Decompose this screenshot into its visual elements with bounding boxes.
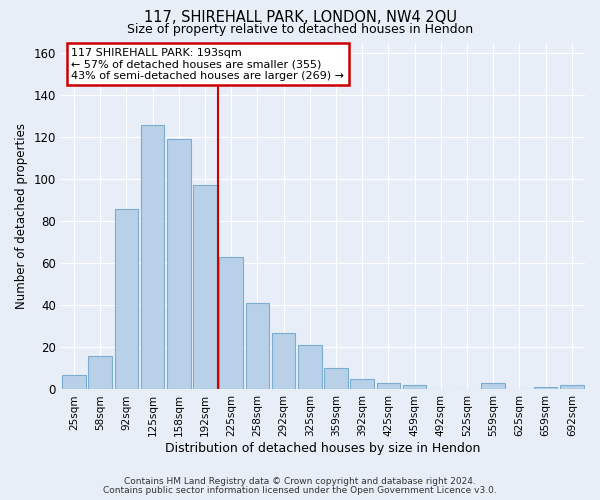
Bar [403,386,427,390]
X-axis label: Distribution of detached houses by size in Hendon: Distribution of detached houses by size … [165,442,481,455]
Bar [560,386,584,390]
Text: Contains HM Land Registry data © Crown copyright and database right 2024.: Contains HM Land Registry data © Crown c… [124,477,476,486]
Bar [62,374,86,390]
Bar [272,332,295,390]
Bar [377,383,400,390]
Bar [534,388,557,390]
Bar [298,346,322,390]
Bar [350,379,374,390]
Bar [115,208,138,390]
Bar [324,368,348,390]
Bar [167,139,191,390]
Bar [88,356,112,390]
Text: 117 SHIREHALL PARK: 193sqm
← 57% of detached houses are smaller (355)
43% of sem: 117 SHIREHALL PARK: 193sqm ← 57% of deta… [71,48,344,81]
Bar [141,124,164,390]
Y-axis label: Number of detached properties: Number of detached properties [15,123,28,309]
Bar [220,257,243,390]
Bar [245,303,269,390]
Text: 117, SHIREHALL PARK, LONDON, NW4 2QU: 117, SHIREHALL PARK, LONDON, NW4 2QU [143,10,457,25]
Text: Size of property relative to detached houses in Hendon: Size of property relative to detached ho… [127,22,473,36]
Bar [193,186,217,390]
Text: Contains public sector information licensed under the Open Government Licence v3: Contains public sector information licen… [103,486,497,495]
Bar [481,383,505,390]
